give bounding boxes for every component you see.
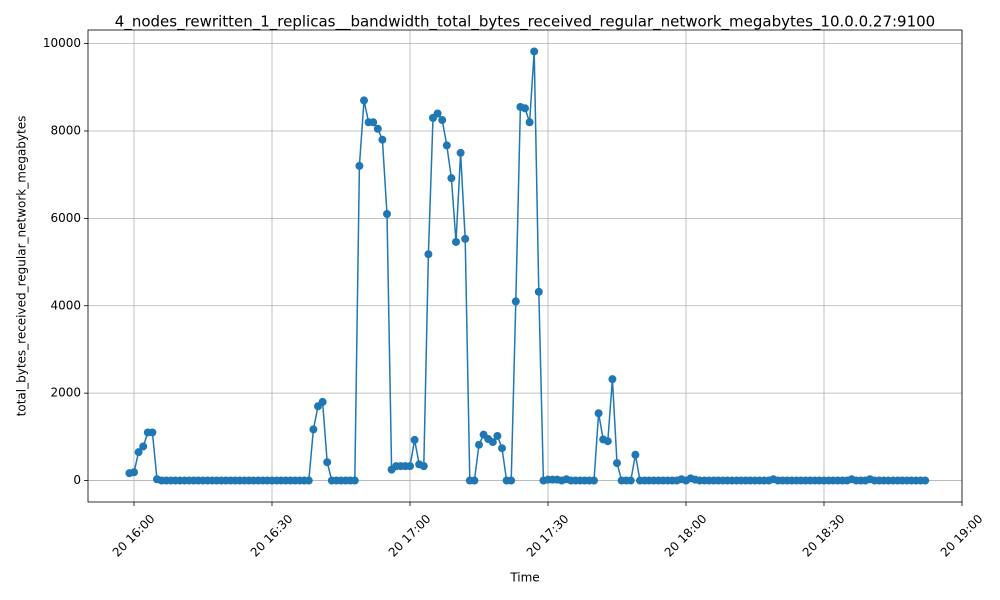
x-tick-label: 20 17:30 xyxy=(524,512,572,560)
y-tick-label: 0 xyxy=(73,473,81,487)
data-point xyxy=(530,47,539,56)
data-point xyxy=(419,462,428,471)
data-point xyxy=(452,237,460,246)
data-point xyxy=(369,118,378,127)
data-point xyxy=(507,476,516,485)
data-point xyxy=(442,141,451,150)
data-point xyxy=(424,250,433,259)
x-tick-label: 20 18:00 xyxy=(662,512,710,560)
y-tick-label: 10000 xyxy=(43,36,81,50)
data-point xyxy=(608,375,617,384)
data-point xyxy=(534,287,543,296)
x-tick-label: 20 16:00 xyxy=(110,512,158,560)
data-point xyxy=(355,161,364,170)
data-point xyxy=(456,148,465,157)
x-axis-label: Time xyxy=(509,571,539,585)
y-axis-label: total_bytes_received_regular_network_meg… xyxy=(15,116,29,417)
data-point xyxy=(488,438,497,447)
data-point xyxy=(383,210,391,219)
data-point xyxy=(603,437,612,446)
data-point xyxy=(134,448,143,457)
data-point xyxy=(373,124,382,133)
data-point xyxy=(323,458,332,467)
data-point xyxy=(304,476,313,485)
data-point xyxy=(511,297,520,306)
data-point xyxy=(470,476,479,485)
data-point xyxy=(626,476,635,485)
x-tick-label: 20 17:00 xyxy=(386,512,434,560)
data-point xyxy=(148,428,157,437)
y-tick-label: 4000 xyxy=(50,298,81,312)
y-tick-label: 2000 xyxy=(50,386,81,400)
x-tick-label: 20 16:30 xyxy=(248,512,296,560)
data-point xyxy=(438,116,447,125)
data-point xyxy=(130,468,138,477)
data-point xyxy=(447,174,456,183)
data-point xyxy=(475,440,483,449)
series-line xyxy=(129,51,926,482)
x-tick-label: 20 18:30 xyxy=(800,512,848,560)
data-point xyxy=(493,431,502,440)
data-point xyxy=(139,442,148,451)
x-tick-label: 20 19:00 xyxy=(938,512,986,560)
grid xyxy=(88,30,963,502)
data-point xyxy=(360,96,368,105)
chart-title: 4_nodes_rewritten_1_replicas__bandwidth_… xyxy=(115,13,935,32)
data-point xyxy=(631,450,640,459)
data-point xyxy=(498,444,506,453)
data-point xyxy=(410,435,419,444)
plot-frame xyxy=(87,29,963,503)
data-point xyxy=(594,409,603,418)
data-point xyxy=(613,459,621,468)
plot xyxy=(125,47,930,485)
data-point xyxy=(406,462,414,471)
data-point xyxy=(433,109,442,118)
data-point xyxy=(318,397,327,406)
data-point xyxy=(590,476,598,485)
data-point xyxy=(525,118,534,127)
data-point xyxy=(309,425,318,434)
y-tick-label: 8000 xyxy=(50,123,81,137)
data-point xyxy=(921,476,930,485)
data-point xyxy=(350,476,359,485)
y-tick-label: 6000 xyxy=(50,211,81,225)
data-point xyxy=(378,135,387,144)
data-point xyxy=(521,104,529,113)
data-point xyxy=(461,234,470,243)
